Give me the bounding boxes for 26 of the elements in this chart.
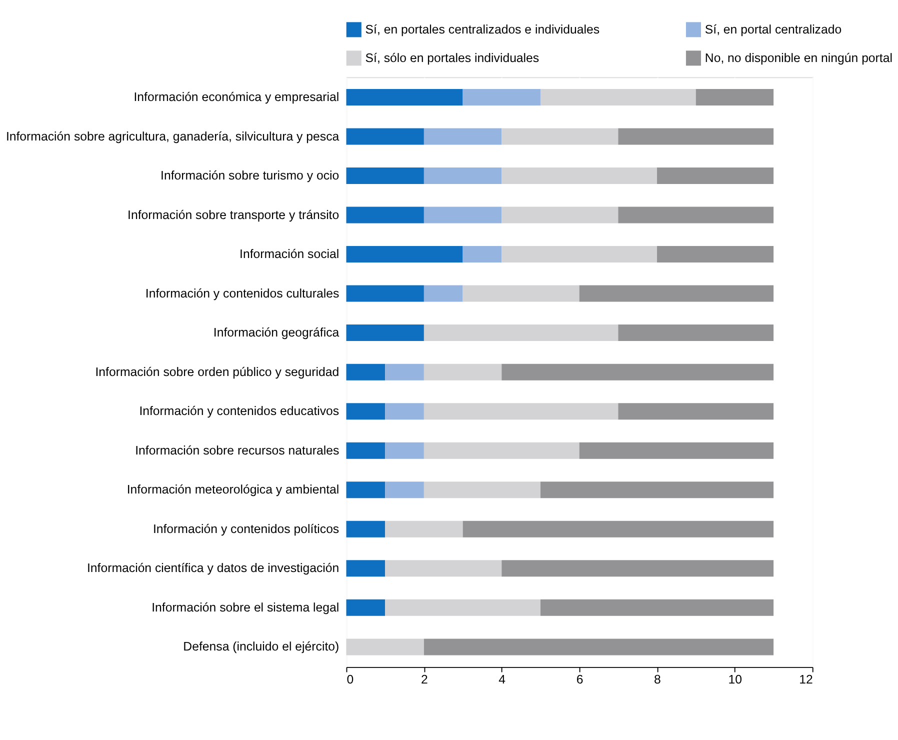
y-tick-label: Información sobre agricultura, ganadería, silvicultura y pesca xyxy=(6,129,340,144)
y-tick-label: Información científica y datos de investigación xyxy=(86,561,340,576)
y-tick-label: Información y contenidos culturales xyxy=(145,286,340,300)
y-tick-label: Información y contenidos educativos xyxy=(139,404,340,418)
x-tick-label: 10 xyxy=(728,672,742,687)
x-tick-label: 2 xyxy=(420,672,428,687)
y-tick-label: Información sobre transporte y tránsito xyxy=(128,208,340,222)
y-tick-label: Información sobre orden público y seguridad xyxy=(95,364,340,379)
x-tick-label: 0 xyxy=(346,672,354,687)
y-tick-label: Información sobre el sistema legal xyxy=(152,600,340,614)
legend-label: No, no disponible en ningún portal xyxy=(704,50,892,65)
x-tick-label: 12 xyxy=(799,672,813,687)
y-tick-label: Información y contenidos políticos xyxy=(152,522,340,536)
y-tick-label: Información social xyxy=(240,247,340,262)
x-tick-label: 6 xyxy=(576,672,584,687)
y-tick-label: Información sobre turismo y ocio xyxy=(160,168,340,183)
legend-label: Sí, en portales centralizados e individuales xyxy=(365,22,600,36)
y-tick-label: Información sobre recursos naturales xyxy=(135,443,340,458)
y-tick-label: Información geográfica xyxy=(213,326,340,340)
y-tick-label: Defensa (incluido el ejército) xyxy=(183,640,340,654)
y-tick-label: Información meteorológica y ambiental xyxy=(126,482,340,497)
legend-label: Sí, en portal centralizado xyxy=(704,22,842,36)
y-tick-label: Información económica y empresarial xyxy=(134,90,340,104)
x-tick-label: 8 xyxy=(654,672,662,687)
legend-label: Sí, sólo en portales individuales xyxy=(365,50,540,65)
x-tick-label: 4 xyxy=(498,672,506,687)
